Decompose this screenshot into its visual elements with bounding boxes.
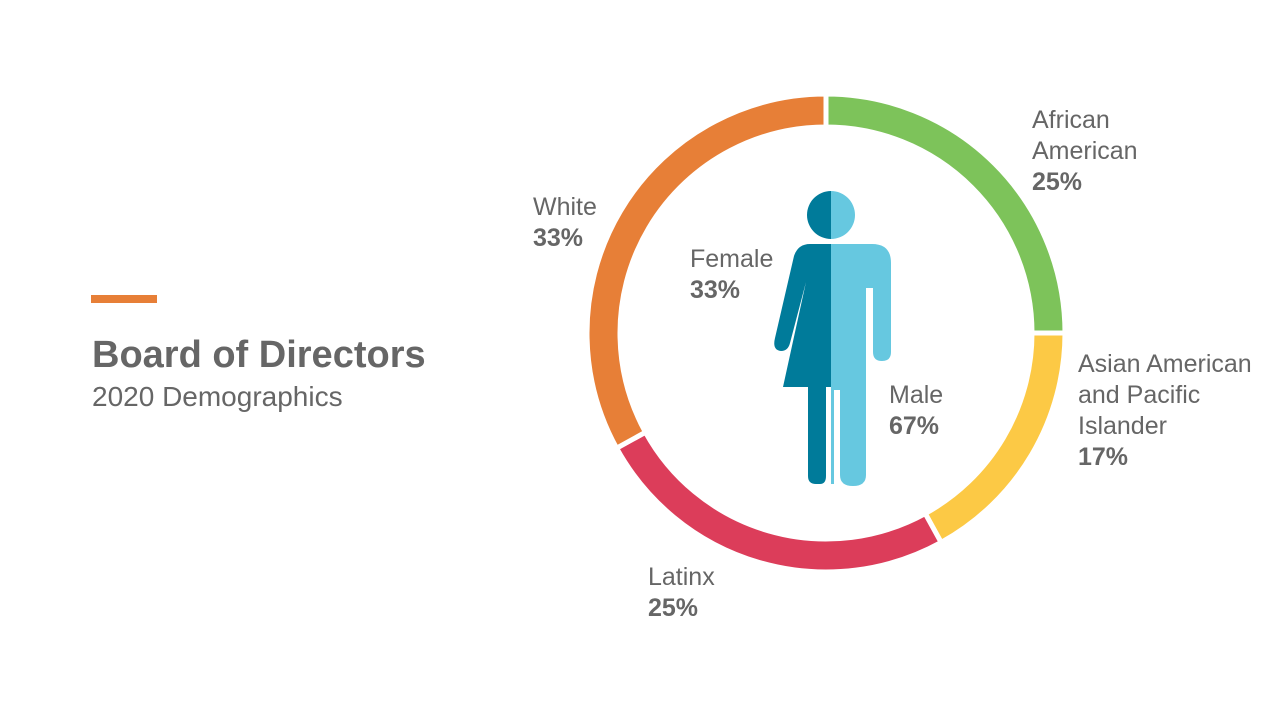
gender-label: Female 33% — [690, 244, 773, 306]
slide-subtitle: 2020 Demographics — [92, 381, 343, 412]
value-label: 33% — [690, 276, 741, 304]
gender-label: Male 67% — [889, 380, 943, 442]
figure-half — [831, 191, 891, 486]
category-label: Female — [690, 245, 774, 273]
donut-segment — [613, 428, 945, 575]
slide-title: Board of Directors — [92, 334, 426, 376]
value-label: 33% — [533, 224, 584, 252]
category-label: Asian American and Pacific Islander — [1078, 350, 1252, 440]
donut-segment — [584, 91, 829, 452]
segment-label: Asian American and Pacific Islander 17% — [1078, 349, 1273, 473]
value-label: 25% — [648, 594, 699, 622]
value-label: 67% — [889, 412, 940, 440]
category-label: Male — [889, 381, 944, 409]
figure-half — [774, 191, 831, 484]
value-label: 17% — [1078, 443, 1129, 471]
accent-bar — [91, 295, 157, 303]
category-label: African American — [1032, 106, 1138, 165]
value-label: 25% — [1032, 168, 1083, 196]
donut-segment — [921, 330, 1068, 546]
category-label: Latinx — [648, 563, 715, 591]
segment-label: White 33% — [533, 192, 633, 254]
category-label: White — [533, 193, 597, 221]
segment-label: African American 25% — [1032, 105, 1162, 198]
segment-label: Latinx 25% — [648, 562, 768, 624]
